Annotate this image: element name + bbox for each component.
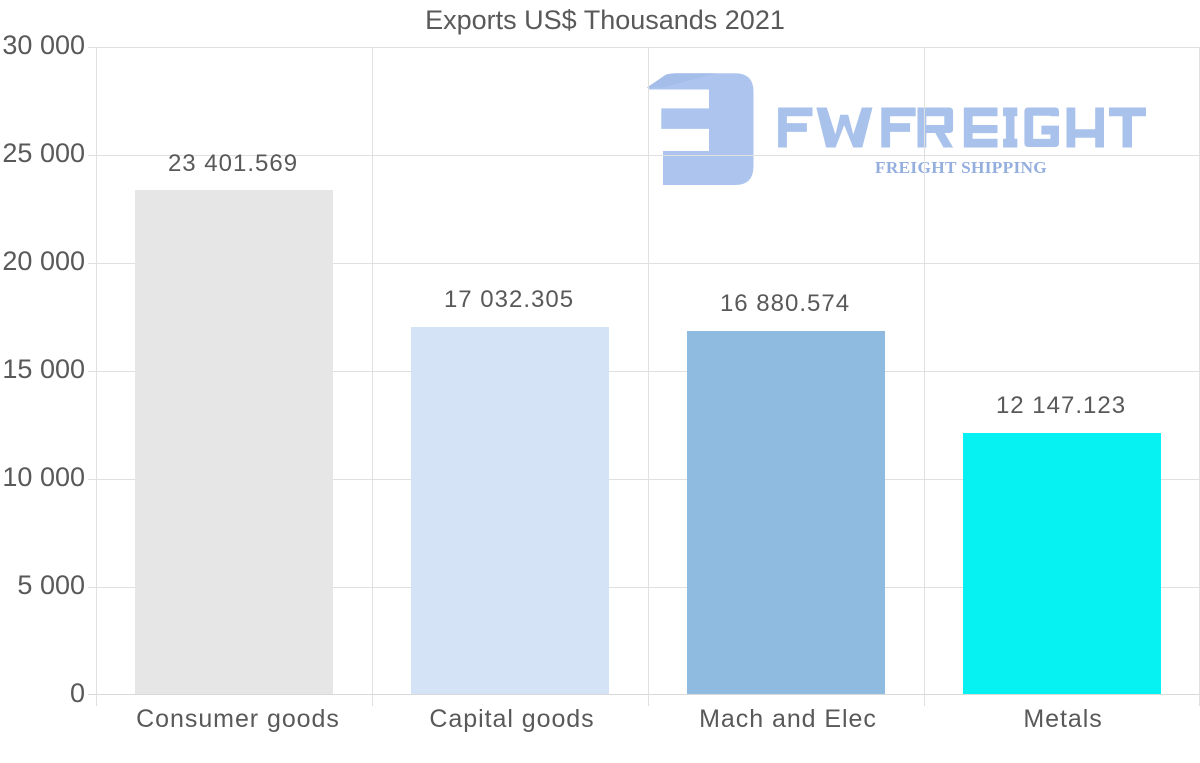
svg-text:FREIGHT SHIPPING: FREIGHT SHIPPING [875,158,1047,177]
